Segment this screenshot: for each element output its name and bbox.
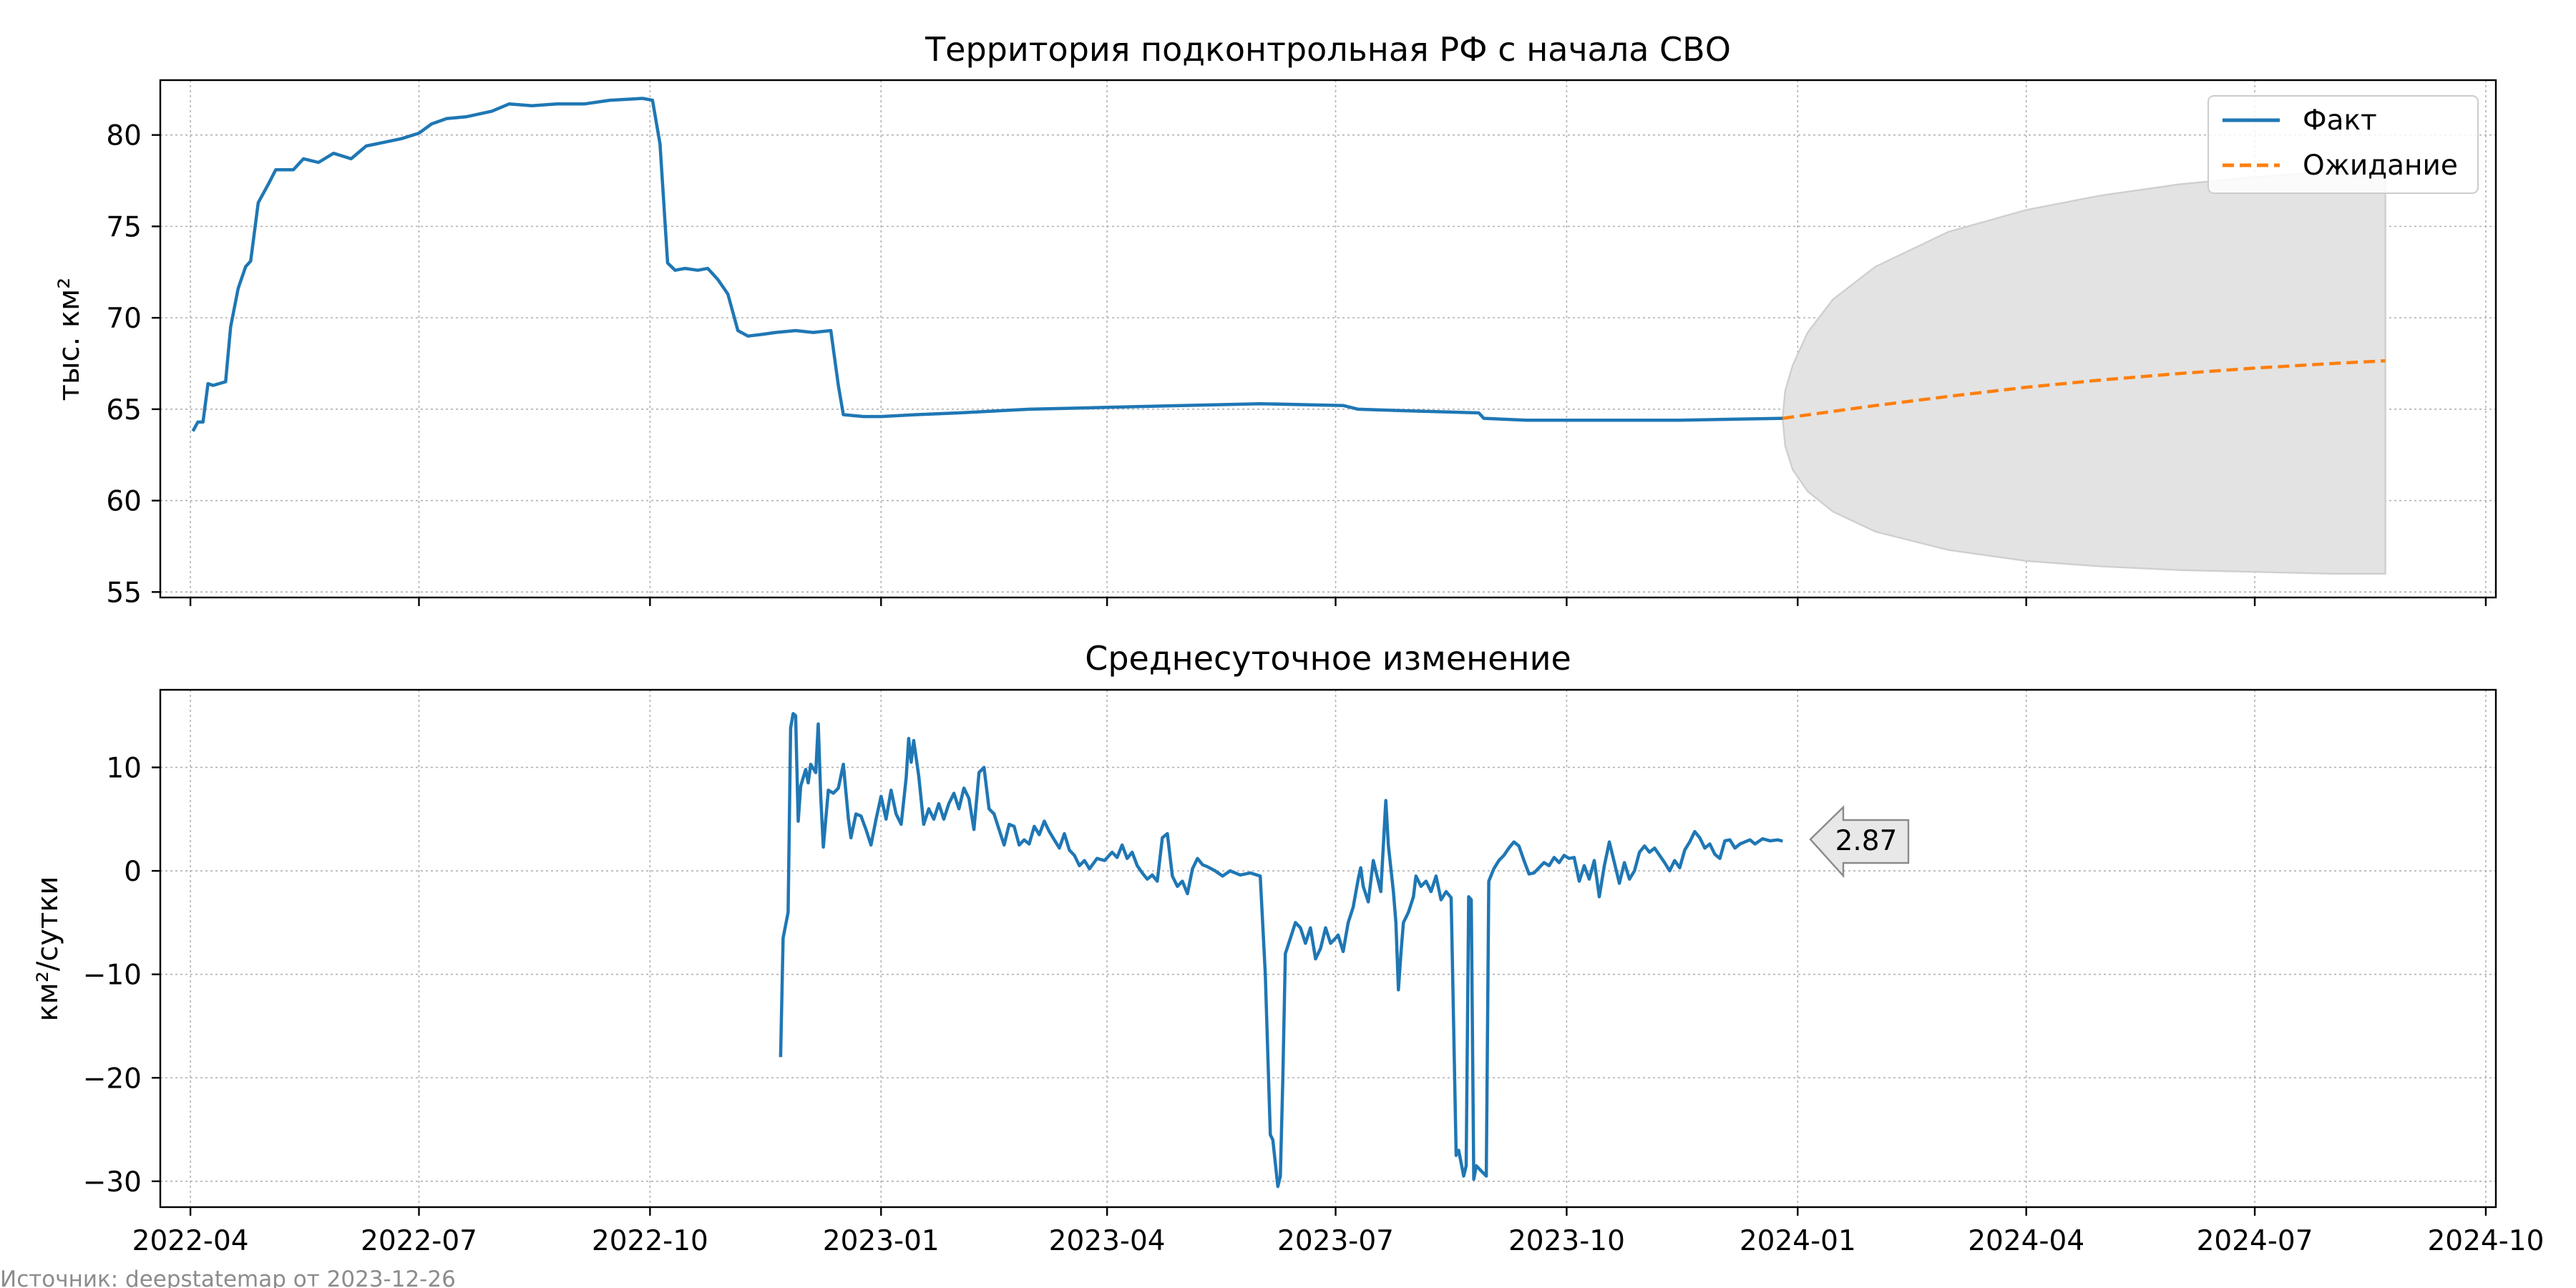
daily-change-axes: 2022-04 2022-07 2022-10 2023-01 2023-04 2023-… xyxy=(31,639,2544,1257)
territory-y-tick-label-3: 70 xyxy=(106,303,142,335)
daily-change-y-tick-label-1: −20 xyxy=(83,1063,142,1095)
territory-chart-title: Территория подконтрольная РФ с начала СВ… xyxy=(924,30,1731,69)
territory-y-tick-label-2: 65 xyxy=(106,394,142,426)
x-tick-label-9: 2024-07 xyxy=(2197,1225,2313,1257)
daily-change-y-tick-label-0: −30 xyxy=(83,1166,142,1199)
forecast-uncertainty-band xyxy=(1782,168,2386,575)
x-tick-label-4: 2023-04 xyxy=(1049,1225,1166,1257)
x-tick-label-10: 2024-10 xyxy=(2427,1225,2544,1257)
legend-forecast-label: Ожидание xyxy=(2303,150,2458,182)
annotation-arrow-box xyxy=(1809,805,1910,879)
daily-change-series-layer xyxy=(779,712,1783,1189)
territory-y-axis-label: тыс. км² xyxy=(53,278,86,401)
daily-change-y-axis-label: км²/сутки xyxy=(31,877,64,1022)
daily-change-grid xyxy=(160,690,2496,1207)
territory-grid xyxy=(160,80,2496,597)
territory-fact-line xyxy=(191,97,1783,432)
territory-y-tick-label-1: 60 xyxy=(106,486,142,518)
daily-change-chart-title: Среднесуточное изменение xyxy=(1085,639,1571,678)
x-tick-label-0: 2022-04 xyxy=(132,1225,249,1257)
territory-y-tick-label-4: 75 xyxy=(106,211,142,243)
daily-change-ticks: 2022-04 2022-07 2022-10 2023-01 2023-04 2023-… xyxy=(83,752,2545,1257)
territory-axes: 55 60 65 70 75 80 Территория подконтрольная Р… xyxy=(53,30,2497,609)
legend-fact-label: Факт xyxy=(2303,104,2377,137)
x-tick-label-6: 2023-10 xyxy=(1508,1225,1625,1257)
x-tick-label-8: 2024-04 xyxy=(1968,1225,2084,1257)
daily-change-y-tick-label-2: −10 xyxy=(83,960,142,992)
x-tick-label-5: 2023-07 xyxy=(1277,1225,1394,1257)
source-note: Источник: deepstatemap от 2023-12-26 xyxy=(0,1267,456,1288)
territory-ticks: 55 60 65 70 75 80 xyxy=(106,120,2487,609)
territory-axes-frame xyxy=(159,79,2497,599)
territory-y-tick-label-0: 55 xyxy=(106,577,142,609)
annotation-value: 2.87 xyxy=(1835,825,1898,857)
x-tick-label-2: 2022-10 xyxy=(592,1225,708,1257)
daily-change-y-tick-label-3: 0 xyxy=(124,856,142,888)
territory-forecast-band-layer xyxy=(1782,168,2386,575)
daily-change-fact-line xyxy=(779,712,1783,1189)
x-tick-label-3: 2023-01 xyxy=(823,1225,940,1257)
x-tick-label-7: 2024-01 xyxy=(1740,1225,1856,1257)
territory-series-layer xyxy=(191,97,2386,432)
x-tick-label-1: 2022-07 xyxy=(361,1225,477,1257)
legend: Факт Ожидание xyxy=(2207,95,2479,194)
latest-value-annotation: 2.87 xyxy=(1809,805,1910,879)
territory-y-tick-label-5: 80 xyxy=(106,120,142,152)
daily-change-y-tick-label-4: 10 xyxy=(106,752,142,784)
daily-change-axes-frame xyxy=(159,688,2497,1209)
